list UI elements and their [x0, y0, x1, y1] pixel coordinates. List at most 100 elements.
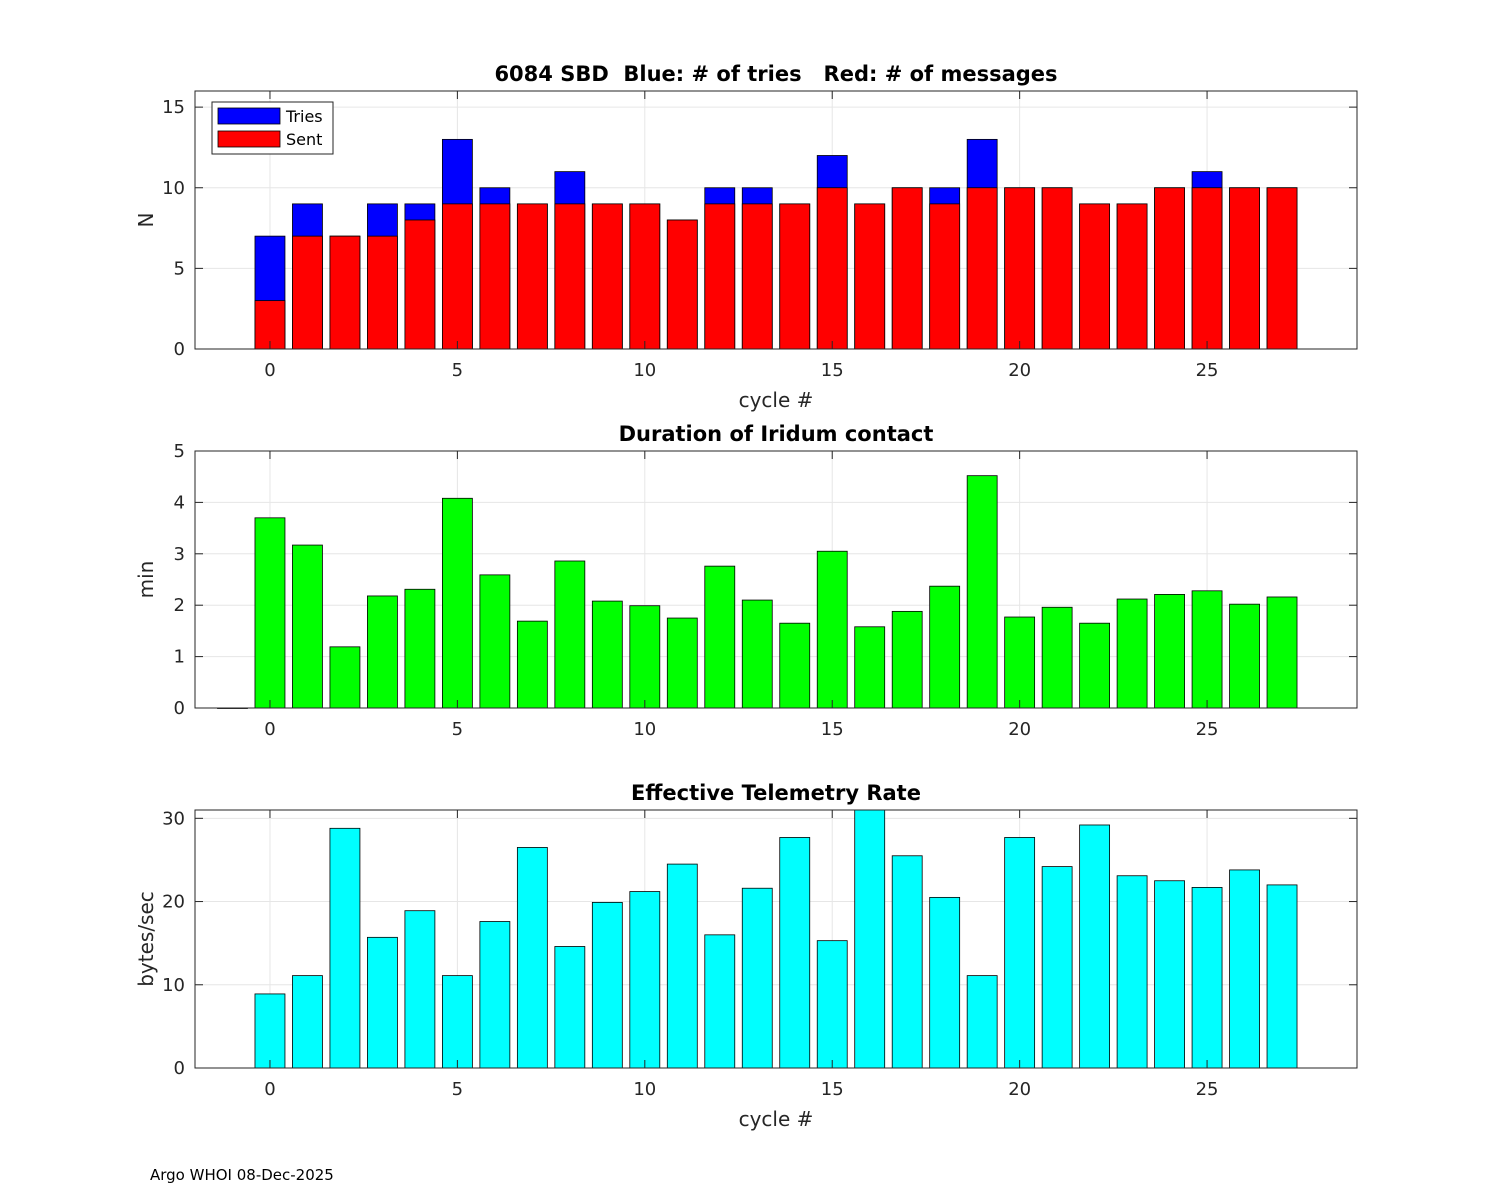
bar-rate-cycle-11 — [666, 863, 698, 1069]
x-tick-label: 5 — [452, 1079, 463, 1100]
x-tick-label: 25 — [1196, 1079, 1219, 1100]
legend-label-tries: Tries — [285, 107, 323, 126]
bar-rate-cycle-17 — [891, 855, 923, 1069]
bar-duration-cycle-8 — [554, 560, 586, 709]
bar-duration-cycle-3 — [367, 595, 398, 709]
bar-duration-cycle-13 — [741, 599, 773, 709]
bar-rate-cycle-5 — [441, 975, 473, 1069]
bar-sent-cycle-14 — [779, 203, 811, 350]
bar-rate-cycle-24 — [1154, 880, 1185, 1069]
bar-duration-cycle-4 — [404, 588, 436, 709]
x-tick-label: 15 — [821, 719, 844, 740]
bar-duration-cycle-20 — [1004, 616, 1036, 709]
bar-sent-cycle-18 — [929, 203, 961, 350]
y-axis-label: N — [134, 213, 158, 228]
bar-sent-cycle-26 — [1229, 187, 1260, 350]
x-tick-label: 10 — [633, 360, 656, 381]
y-axis-label: min — [134, 561, 158, 599]
bar-sent-cycle-11 — [666, 219, 698, 350]
bar-duration-cycle-16 — [854, 626, 886, 709]
bar-rate-cycle-25 — [1191, 887, 1223, 1069]
y-tick-label: 10 — [162, 975, 185, 996]
bar-rate-cycle-6 — [479, 921, 511, 1069]
bar-duration-cycle-6 — [479, 574, 511, 709]
y-tick-label: 0 — [174, 1058, 185, 1079]
bar-duration-cycle-23 — [1116, 598, 1148, 709]
x-tick-label: 5 — [452, 719, 463, 740]
bar-rate-cycle-23 — [1116, 875, 1148, 1069]
bar-rate-cycle-2 — [329, 827, 361, 1069]
legend: Tries Sent — [211, 101, 334, 155]
bar-duration-cycle-26 — [1229, 603, 1260, 709]
y-tick-label: 5 — [174, 441, 185, 462]
x-axis-label: cycle # — [739, 1107, 814, 1131]
x-tick-label: 25 — [1196, 719, 1219, 740]
y-tick-label: 0 — [174, 339, 185, 360]
bar-duration-cycle-21 — [1041, 606, 1073, 709]
x-tick-label: 25 — [1196, 360, 1219, 381]
legend-label-sent: Sent — [286, 130, 322, 149]
bar-rate-cycle-26 — [1229, 869, 1260, 1069]
bar-sent-cycle-20 — [1004, 187, 1036, 350]
bar-duration-cycle-10 — [629, 605, 661, 709]
bar-sent-cycle-15 — [816, 187, 848, 350]
bar-duration-cycle-7 — [516, 620, 548, 709]
y-axis-label: bytes/sec — [134, 891, 158, 987]
bar-duration-cycle-9 — [591, 600, 623, 709]
bar-sent-cycle-17 — [891, 187, 923, 350]
axes-box — [194, 809, 1358, 1069]
bar-duration-cycle-14 — [779, 622, 811, 709]
bar-sent-cycle-27 — [1266, 187, 1298, 350]
bar-sent-cycle-1 — [292, 235, 323, 350]
bar-duration-cycle-25 — [1191, 590, 1223, 709]
y-tick-label: 1 — [174, 647, 185, 668]
x-axis-label: cycle # — [739, 388, 814, 412]
bar-sent-cycle-16 — [854, 203, 886, 350]
x-tick-label: 10 — [633, 1079, 656, 1100]
bar-rate-cycle-10 — [629, 891, 661, 1069]
bar-sent-cycle-2 — [329, 235, 361, 350]
chart-title: Effective Telemetry Rate — [631, 781, 921, 805]
x-tick-label: 15 — [821, 360, 844, 381]
x-tick-label: 15 — [821, 1079, 844, 1100]
x-tick-label: 5 — [452, 360, 463, 381]
y-tick-label: 4 — [174, 492, 185, 513]
bar-rate-cycle-22 — [1079, 824, 1111, 1069]
bar-duration-cycle-0 — [254, 517, 286, 709]
y-tick-label: 10 — [162, 178, 185, 199]
bar-sent-cycle-9 — [591, 203, 623, 350]
legend-swatch-sent — [217, 130, 281, 148]
bar-duration-cycle-27 — [1266, 596, 1298, 709]
x-tick-label: 0 — [264, 1079, 275, 1100]
bar-sent-cycle-3 — [367, 235, 398, 350]
x-tick-label: 20 — [1008, 1079, 1031, 1100]
bar-sent-cycle-13 — [741, 203, 773, 350]
chart-panel-2: 0 5 10 15 20 25 0 1 2 3 4 5 Duration of Iridum conta… — [134, 422, 1358, 740]
bar-rate-cycle-3 — [367, 936, 398, 1069]
y-tick-label: 2 — [174, 595, 185, 616]
bar-rate-cycle-27 — [1266, 884, 1298, 1069]
chart-title: 6084 SBD Blue: # of tries Red: # of mess… — [494, 62, 1057, 86]
bar-sent-cycle-4 — [404, 219, 436, 350]
bar-rate-cycle-0 — [254, 993, 286, 1069]
bar-sent-cycle-5 — [441, 203, 473, 350]
bar-rate-cycle-18 — [929, 896, 961, 1069]
bar-rate-cycle-4 — [404, 910, 436, 1069]
bar-rate-cycle-15 — [816, 940, 848, 1069]
x-tick-label: 10 — [633, 719, 656, 740]
bar-duration-cycle-22 — [1079, 622, 1111, 709]
bar-duration-cycle-24 — [1154, 594, 1185, 709]
bar-rate-cycle-16 — [854, 809, 886, 1069]
bar-rate-cycle-14 — [779, 837, 811, 1069]
bar-sent-cycle-21 — [1041, 187, 1073, 350]
bar-duration-cycle-2 — [329, 646, 361, 709]
bar-sent-cycle-10 — [629, 203, 661, 350]
y-tick-label: 30 — [162, 808, 185, 829]
bar-rate-cycle-1 — [292, 975, 323, 1069]
bar-rate-cycle-8 — [554, 946, 586, 1069]
bar-sent-cycle-19 — [966, 187, 998, 350]
bar-rate-cycle-20 — [1004, 837, 1036, 1069]
x-tick-label: 20 — [1008, 360, 1031, 381]
chart-panel-3: 0 5 10 15 20 25 0 10 20 30 Effective Telemetry Rat… — [134, 781, 1358, 1131]
bar-rate-cycle-21 — [1041, 866, 1073, 1069]
